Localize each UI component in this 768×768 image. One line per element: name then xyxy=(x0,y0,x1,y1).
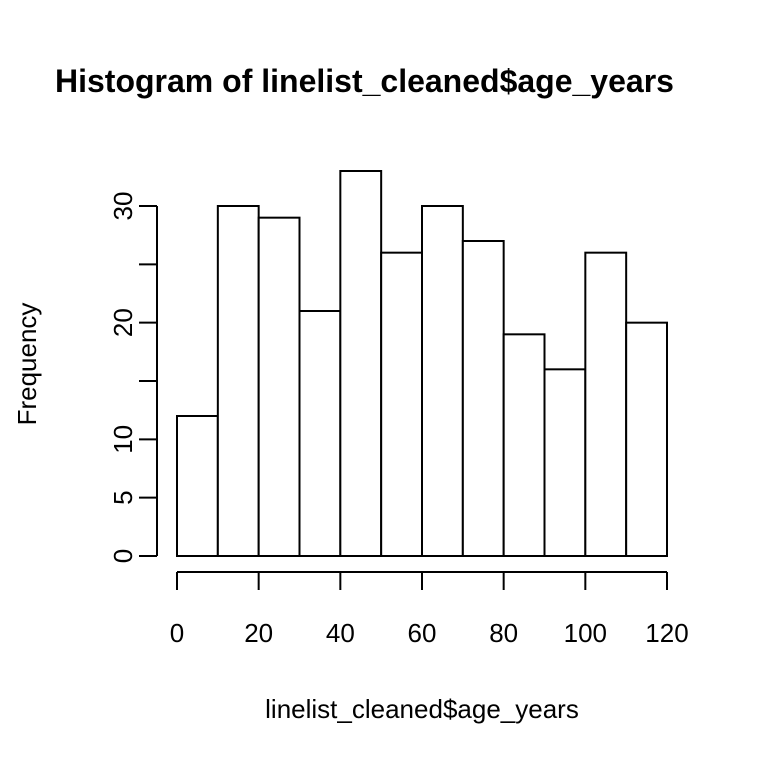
y-tick-label: 30 xyxy=(108,192,138,221)
histogram-bar xyxy=(380,251,423,558)
x-tick-label: 80 xyxy=(489,618,518,648)
x-tick-label: 0 xyxy=(170,618,184,648)
y-axis-label: Frequency xyxy=(12,303,42,426)
bars-group xyxy=(176,170,669,558)
histogram-bar xyxy=(298,310,342,557)
y-axis: 0 5 10 20 30 xyxy=(108,192,158,563)
histogram-bar xyxy=(257,216,301,558)
x-tick-label: 100 xyxy=(564,618,607,648)
y-tick-label: 10 xyxy=(108,425,138,454)
y-tick-label: 20 xyxy=(108,308,138,337)
histogram-bar xyxy=(543,368,587,558)
x-tick-label: 120 xyxy=(645,618,688,648)
x-tick-label: 40 xyxy=(326,618,355,648)
y-tick-label: 5 xyxy=(108,490,138,504)
histogram-bar xyxy=(461,240,505,557)
histogram-bar xyxy=(502,333,546,558)
histogram-bar xyxy=(339,170,383,557)
y-tick-label: 0 xyxy=(108,549,138,563)
histogram-bar xyxy=(216,205,260,557)
x-axis-label: linelist_cleaned$age_years xyxy=(265,694,579,724)
x-axis: 0 20 40 60 80 100 120 xyxy=(170,571,689,648)
histogram-bar xyxy=(584,251,628,558)
histogram-bar xyxy=(421,205,464,557)
x-tick-label: 60 xyxy=(408,618,437,648)
histogram-bar xyxy=(625,321,669,557)
chart-title: Histogram of linelist_cleaned$age_years xyxy=(55,63,674,99)
x-tick-label: 20 xyxy=(244,618,273,648)
histogram-bar xyxy=(176,415,219,557)
